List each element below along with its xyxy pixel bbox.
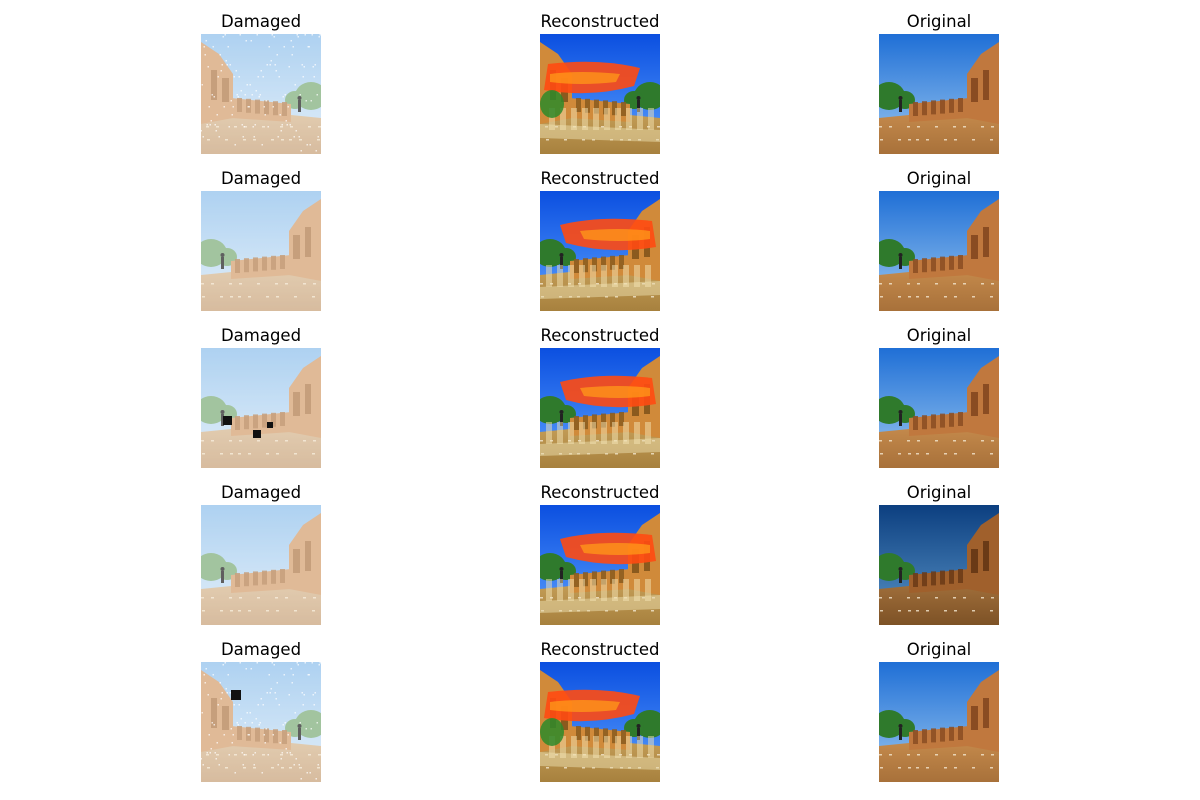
reconstructed-image xyxy=(540,191,660,311)
panel-title: Original xyxy=(906,326,972,345)
panel-title: Original xyxy=(906,12,972,31)
damaged-image xyxy=(201,348,321,468)
panel-title: Original xyxy=(906,640,972,659)
reconstructed-image xyxy=(540,34,660,154)
original-image xyxy=(879,662,999,782)
original-image xyxy=(879,34,999,154)
original-image xyxy=(879,348,999,468)
reconstructed-image xyxy=(540,505,660,625)
damaged-image xyxy=(201,662,321,782)
panel-title: Reconstructed xyxy=(540,12,660,31)
panel-title: Damaged xyxy=(220,640,302,659)
damaged-image xyxy=(201,505,321,625)
panel-title: Damaged xyxy=(220,169,302,188)
panel-title: Original xyxy=(906,483,972,502)
panel-title: Reconstructed xyxy=(540,640,660,659)
damaged-image xyxy=(201,34,321,154)
panel-title: Damaged xyxy=(220,326,302,345)
original-image xyxy=(879,191,999,311)
panel-title: Reconstructed xyxy=(540,483,660,502)
reconstructed-image xyxy=(540,348,660,468)
panel-title: Damaged xyxy=(220,483,302,502)
panel-title: Reconstructed xyxy=(540,169,660,188)
reconstructed-image xyxy=(540,662,660,782)
panel-title: Reconstructed xyxy=(540,326,660,345)
panel-title: Damaged xyxy=(220,12,302,31)
panel-title: Original xyxy=(906,169,972,188)
original-image xyxy=(879,505,999,625)
damaged-image xyxy=(201,191,321,311)
